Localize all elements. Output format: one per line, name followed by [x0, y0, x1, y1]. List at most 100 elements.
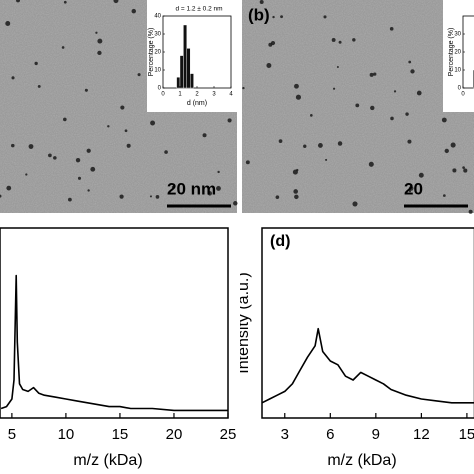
particle — [352, 201, 358, 207]
particle — [462, 166, 465, 169]
particle — [245, 160, 250, 165]
panel-label: (d) — [270, 233, 290, 250]
particle — [278, 139, 283, 143]
panel-d: 3 6 9 12 15 m/z (kDa) Intensity (a.u.) (d) — [235, 227, 474, 469]
particle — [150, 120, 156, 126]
particle — [53, 156, 57, 160]
particle — [441, 117, 447, 123]
particle — [332, 87, 336, 90]
y-axis-label: Intensity (a.u.) — [235, 272, 252, 373]
x-tick-label: 20 — [166, 426, 183, 443]
particle — [323, 15, 327, 19]
y-axis-label: Percentage (%) — [148, 28, 155, 77]
particle — [77, 176, 82, 180]
y-tick-label: 10 — [454, 68, 461, 74]
x-tick-label: 4 — [229, 92, 233, 98]
x-tick-label: 12 — [413, 426, 430, 443]
x-tick-label: 1 — [178, 92, 182, 98]
particle — [25, 173, 28, 176]
particle — [370, 105, 375, 111]
particle — [5, 21, 11, 26]
particle — [268, 42, 273, 47]
particle — [293, 189, 299, 194]
particle — [11, 143, 15, 148]
y-axis-label: Percentage (%) — [448, 28, 455, 77]
particle — [408, 60, 412, 64]
particle — [444, 148, 449, 154]
y-tick-label: 20 — [154, 50, 161, 56]
histogram-bar — [186, 48, 191, 89]
scale-bar-label: 20 nm — [167, 179, 216, 198]
particle — [369, 72, 374, 77]
particle — [408, 186, 414, 191]
plot-frame — [0, 227, 229, 419]
particle — [164, 150, 168, 154]
panel-label: (b) — [248, 5, 270, 24]
particle — [242, 86, 245, 90]
particle — [336, 65, 339, 68]
particle — [97, 38, 103, 44]
x-tick-label: 15 — [459, 426, 474, 443]
particle — [0, 194, 2, 198]
particle — [84, 88, 88, 92]
particle — [450, 142, 456, 148]
particle — [75, 157, 81, 163]
x-axis-label: m/z (kDa) — [327, 452, 396, 469]
particle — [155, 195, 160, 199]
histogram-bar — [179, 55, 184, 89]
x-tick-label: 2 — [195, 92, 199, 98]
particle — [207, 191, 213, 196]
particle — [443, 194, 446, 197]
panel-c: 5 10 15 20 25 m/z (kDa) — [0, 227, 236, 469]
particle — [28, 144, 34, 149]
particle — [325, 158, 328, 161]
x-tick-label: 9 — [372, 426, 380, 443]
particle — [97, 50, 102, 56]
particle — [37, 84, 41, 88]
x-tick-label: 0 — [161, 92, 165, 98]
spectrum-line — [0, 274, 228, 412]
particle — [338, 40, 342, 44]
particle — [131, 8, 136, 14]
particle — [408, 190, 412, 193]
particle — [337, 141, 343, 146]
particle — [107, 125, 110, 128]
particle — [275, 195, 280, 199]
x-tick-label: 5 — [8, 426, 16, 443]
particle — [352, 38, 356, 42]
histogram-bar — [183, 24, 187, 89]
particle — [149, 195, 152, 198]
x-tick-label: 10 — [58, 426, 75, 443]
panel-b: 010203001Percentage (%)(b)20 — [248, 0, 474, 208]
particle — [63, 0, 67, 4]
scale-bar-label: 20 — [404, 179, 423, 198]
inset-background — [147, 0, 237, 112]
particle — [355, 103, 360, 108]
particle — [418, 172, 424, 178]
particle — [393, 90, 397, 93]
y-tick-label: 30 — [154, 32, 161, 38]
particle — [124, 129, 128, 133]
particle — [119, 194, 124, 199]
spectrum-line — [261, 327, 474, 404]
particle — [86, 148, 91, 153]
particle — [294, 194, 299, 200]
particle — [272, 15, 275, 19]
particle — [95, 31, 98, 34]
particle — [468, 209, 473, 214]
y-tick-label: 0 — [458, 86, 462, 92]
particle — [318, 143, 323, 148]
particle — [227, 118, 232, 123]
particle — [216, 185, 221, 191]
particle — [202, 133, 207, 138]
tem-image-b — [242, 0, 474, 213]
particle — [217, 170, 220, 174]
inset-background — [443, 0, 474, 112]
particle — [259, 0, 264, 4]
y-tick-label: 40 — [154, 14, 161, 20]
particle — [63, 117, 67, 122]
histogram-bar — [176, 76, 181, 89]
particle — [87, 189, 90, 192]
x-tick-label: 3 — [281, 426, 289, 443]
panel-a: 0 10 20 30 40 0 1 2 3 4 Percentage (%) d (nm) d = 1.… — [147, 0, 237, 208]
